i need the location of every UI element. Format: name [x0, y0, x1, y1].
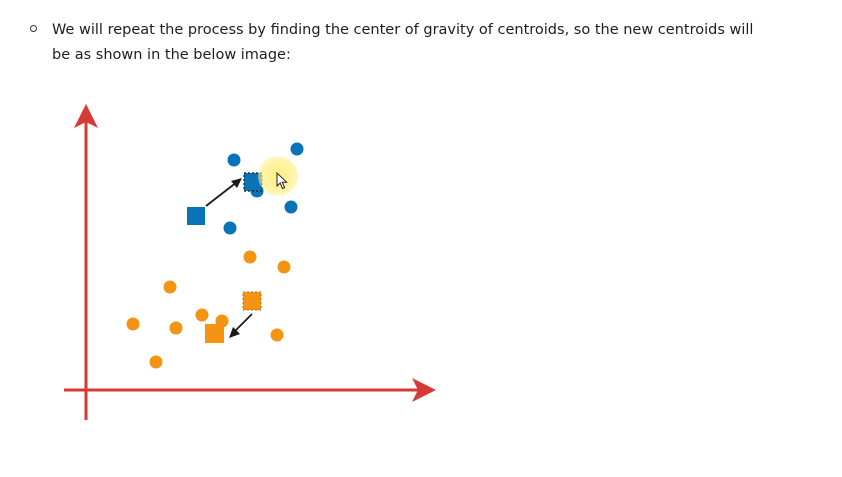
blue-data-point [223, 221, 237, 235]
orange-centroid-move-arrow [233, 313, 253, 333]
kmeans-centroid-figure [64, 104, 436, 420]
blue-centroid-move-arrow [205, 181, 238, 207]
orange-data-point [195, 308, 209, 322]
blue-arrowhead [231, 178, 242, 188]
orange-data-point [149, 355, 163, 369]
blue-data-point [227, 153, 241, 167]
blue-old-centroid [187, 207, 205, 225]
orange-arrowhead [229, 327, 240, 338]
orange-data-point [270, 328, 284, 342]
paragraph-line-1: We will repeat the process by finding th… [52, 22, 754, 38]
orange-data-point [243, 250, 257, 264]
blue-new-centroid [243, 172, 263, 192]
pointer-icon [276, 172, 288, 190]
bullet-paragraph: We will repeat the process by finding th… [52, 18, 772, 68]
paragraph-line-2: be as shown in the below image: [52, 47, 291, 63]
orange-new-centroid [205, 324, 224, 343]
x-axis-arrowhead [412, 378, 436, 402]
y-axis-arrowhead [74, 104, 98, 128]
orange-data-point [126, 317, 140, 331]
bullet-circle-icon [30, 25, 37, 32]
orange-data-point [163, 280, 177, 294]
orange-old-centroid [242, 291, 262, 311]
orange-data-point [277, 260, 291, 274]
blue-data-point [284, 200, 298, 214]
blue-data-point [290, 142, 304, 156]
orange-data-point [169, 321, 183, 335]
